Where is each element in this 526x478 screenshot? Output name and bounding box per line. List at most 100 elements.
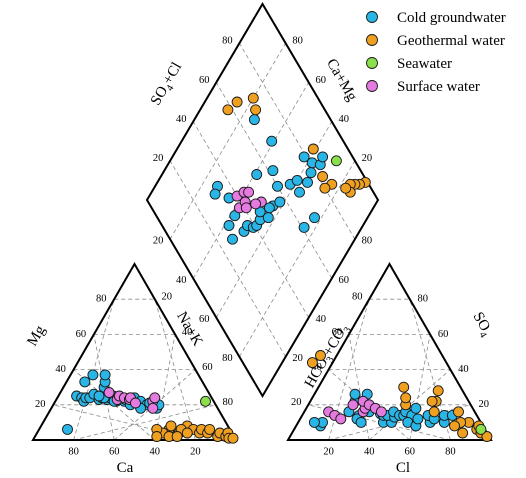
diamond-gridline (239, 42, 356, 240)
diamond-ur-tick: 60 (315, 75, 326, 86)
diamond-ur-tick: 80 (292, 36, 303, 47)
cation-gridline (113, 369, 196, 441)
point-diamond-cold-groundwater (262, 212, 274, 224)
cation-right-tick: 40 (182, 327, 193, 338)
anion-cl-label: Cl (396, 460, 410, 476)
point-anion-geothermal-water (306, 357, 318, 369)
diamond-ur-tick: 20 (362, 153, 373, 164)
tick-labels: 80 20 20 20 20 20 20 80 20 20 60 40 40 40 40 40 40 60 40 40… (35, 36, 489, 458)
point-cation-surface-water (147, 402, 159, 414)
point-cation-cold-groundwater (87, 369, 99, 381)
point-diamond-cold-groundwater (266, 135, 278, 147)
cation-base-tick: 60 (109, 446, 120, 457)
diamond-gridline (192, 121, 310, 318)
point-cation-geothermal-water (204, 423, 216, 435)
anion-gridline (368, 369, 451, 441)
legend-label-cold-groundwater: Cold groundwater (397, 10, 506, 26)
diamond-ul-tick: 40 (176, 114, 187, 125)
cation-right-tick: 60 (202, 362, 213, 373)
point-diamond-geothermal-water (319, 182, 331, 194)
cation-base-tick: 40 (150, 446, 161, 457)
point-cation-cold-groundwater (93, 390, 105, 402)
legend-label-geothermal-water: Geothermal water (397, 33, 505, 49)
cation-gridline (93, 334, 115, 441)
point-anion-surface-water (335, 413, 347, 425)
point-anion-geothermal-water (481, 431, 493, 442)
point-diamond-geothermal-water (231, 96, 243, 108)
point-cation-geothermal-water (151, 431, 163, 442)
diamond-lr-tick: 80 (362, 236, 373, 247)
cation-left-tick: 60 (76, 329, 87, 340)
diamond-ll-tick: 20 (153, 236, 164, 247)
cation-gridline (73, 369, 156, 441)
point-diamond-geothermal-water (250, 104, 262, 116)
point-diamond-seawater (330, 155, 342, 167)
diamond-lr-tick: 20 (292, 353, 303, 364)
point-diamond-cold-groundwater (251, 169, 263, 180)
point-diamond-cold-groundwater (209, 188, 221, 200)
point-diamond-cold-groundwater (317, 151, 329, 163)
legend-marker-surface-water (366, 80, 378, 92)
point-diamond-cold-groundwater (248, 114, 260, 126)
diamond-ll-tick: 40 (176, 275, 187, 286)
point-anion-cold-groundwater (349, 388, 361, 400)
diamond-ul-tick: 20 (153, 153, 164, 164)
diamond-gridline (215, 82, 333, 279)
grid-lines (53, 42, 471, 441)
legend-marker-seawater (366, 57, 378, 69)
diamond-gridline (192, 82, 310, 279)
point-cation-surface-water (130, 397, 141, 409)
point-anion-cold-groundwater (355, 416, 367, 428)
point-anion-surface-water (375, 406, 387, 418)
diamond-gridline (169, 160, 286, 358)
point-cation-cold-groundwater (99, 369, 111, 381)
cation-right-tick: 80 (222, 397, 233, 408)
data-points (62, 92, 493, 444)
cation-gridline (154, 334, 176, 441)
anion-left-tick: 40 (311, 362, 322, 373)
legend: Cold groundwater Geothermal water Seawat… (366, 10, 506, 95)
point-diamond-geothermal-water (307, 143, 319, 155)
diamond-ll-tick: 80 (222, 353, 233, 364)
anion-right-tick: 60 (438, 329, 449, 340)
point-cation-cold-groundwater (62, 423, 73, 435)
point-diamond-cold-groundwater (267, 165, 279, 177)
point-anion-cold-groundwater (410, 402, 422, 414)
legend-marker-cold-groundwater (366, 11, 378, 23)
point-cation-surface-water (103, 387, 115, 398)
point-diamond-geothermal-water (222, 104, 234, 116)
anion-right-tick: 20 (478, 399, 489, 410)
anion-left-tick: 60 (332, 327, 343, 338)
point-diamond-cold-groundwater (272, 180, 283, 192)
point-diamond-cold-groundwater (263, 202, 275, 214)
point-diamond-cold-groundwater (294, 186, 305, 198)
cation-triangle-outline (31, 261, 238, 441)
point-cation-cold-groundwater (79, 376, 91, 388)
anion-gridline (328, 404, 471, 441)
cation-left-tick: 20 (35, 399, 46, 410)
anion-gridline (328, 369, 411, 441)
point-cation-surface-water (149, 392, 161, 404)
point-cation-geothermal-water (181, 427, 193, 439)
cation-right-tick: 20 (162, 292, 173, 303)
point-anion-geothermal-water (426, 395, 438, 407)
anion-left-tick: 20 (291, 397, 302, 408)
point-anion-geothermal-water (400, 392, 412, 404)
point-diamond-cold-groundwater (309, 212, 320, 224)
diamond-outline (145, 2, 380, 398)
anion-right-tick: 80 (418, 294, 429, 305)
point-diamond-surface-water (240, 202, 252, 214)
point-anion-cold-groundwater (412, 413, 424, 425)
diamond-ul-tick: 80 (222, 36, 233, 47)
point-anion-geothermal-water (457, 427, 469, 439)
cation-left-tick: 40 (55, 364, 66, 375)
point-diamond-cold-groundwater (298, 221, 310, 233)
point-diamond-cold-groundwater (274, 196, 286, 208)
cation-ca-label: Ca (117, 460, 134, 476)
point-anion-geothermal-water (453, 406, 464, 418)
point-cation-geothermal-water (165, 420, 177, 432)
anion-so4-label: SO4 (467, 310, 496, 340)
diamond-ul-tick: 60 (199, 75, 210, 86)
cation-left-tick: 80 (96, 294, 107, 305)
